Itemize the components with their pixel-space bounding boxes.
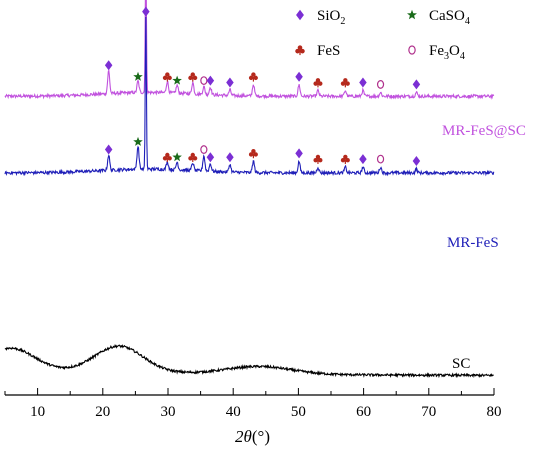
peak-markers-group	[104, 6, 421, 167]
peak-marker-fes	[313, 78, 323, 88]
axes-group: 10 20 30 40 50 60 70 80 2θ(°)	[4, 388, 502, 446]
peak-marker-fes	[313, 154, 323, 164]
peak-marker-sio2	[359, 77, 367, 88]
peak-marker-sio2	[142, 6, 150, 17]
series-line-sc	[4, 343, 494, 379]
legend-entry-fe3o4: Fe3O4	[408, 43, 465, 62]
series-labels-group: MR-FeS@SC MR-FeS SC	[442, 123, 526, 372]
x-tick-label: 20	[95, 404, 110, 420]
peak-marker-caso4	[133, 136, 143, 146]
peak-marker-sio2	[412, 156, 421, 167]
series-group	[4, 0, 495, 379]
x-axis-title: 2θ(°)	[235, 427, 270, 446]
legend-marker-fes	[295, 45, 305, 56]
peak-marker-sio2	[206, 152, 215, 163]
legend-entry-fes: FeS	[295, 43, 340, 59]
legend-label-caso4: CaSO4	[429, 8, 470, 27]
legend-label-fe3o4: Fe3O4	[429, 43, 465, 62]
legend-group: SiO2 CaSO4 FeS Fe3O4	[295, 8, 470, 62]
x-tick-label: 40	[226, 404, 241, 420]
legend-label-fes: FeS	[317, 43, 340, 59]
series-label-mr-fes-sc: MR-FeS@SC	[442, 123, 526, 139]
legend-entry-sio2: SiO2	[296, 8, 345, 27]
peak-marker-fes	[248, 148, 258, 159]
x-tick-label: 50	[291, 404, 306, 420]
x-tick-label: 60	[356, 404, 371, 420]
series-line-mr-fes-sc	[4, 0, 495, 100]
peak-marker-fe3o4	[376, 154, 385, 164]
peak-marker-fe3o4	[200, 145, 208, 154]
legend-entry-caso4: CaSO4	[407, 8, 470, 27]
peak-marker-fes	[162, 152, 172, 163]
peak-marker-fes	[340, 78, 350, 88]
legend-label-sio2: SiO2	[317, 8, 345, 27]
peak-marker-fes	[188, 72, 198, 82]
peak-marker-fes	[162, 72, 172, 82]
peak-marker-fe3o4	[200, 76, 208, 85]
x-tick-label: 80	[487, 404, 502, 420]
peak-marker-caso4	[133, 71, 143, 81]
peak-marker-sio2	[226, 152, 234, 163]
legend-marker-caso4	[407, 9, 417, 20]
x-tick-label: 30	[161, 404, 176, 420]
peak-marker-sio2	[226, 77, 234, 88]
legend-marker-sio2	[296, 9, 304, 21]
peak-marker-fes	[188, 152, 198, 163]
peak-marker-sio2	[295, 71, 303, 82]
peak-marker-fes	[248, 72, 258, 82]
peak-marker-sio2	[104, 60, 113, 71]
peak-marker-sio2	[104, 144, 113, 155]
x-tick-label: 10	[30, 404, 45, 420]
peak-marker-sio2	[359, 154, 367, 165]
peak-marker-fe3o4	[376, 80, 385, 89]
series-line-mr-fes	[4, 16, 495, 177]
peak-marker-sio2	[206, 75, 215, 86]
peak-marker-caso4	[172, 75, 182, 85]
legend-marker-fe3o4	[408, 45, 416, 55]
x-tick-label: 70	[421, 404, 436, 420]
series-label-sc: SC	[452, 356, 470, 372]
peak-marker-fes	[340, 154, 350, 164]
peak-marker-sio2	[295, 148, 303, 159]
peak-marker-caso4	[172, 152, 182, 162]
series-label-mr-fes: MR-FeS	[447, 235, 499, 251]
peak-marker-sio2	[412, 79, 421, 90]
